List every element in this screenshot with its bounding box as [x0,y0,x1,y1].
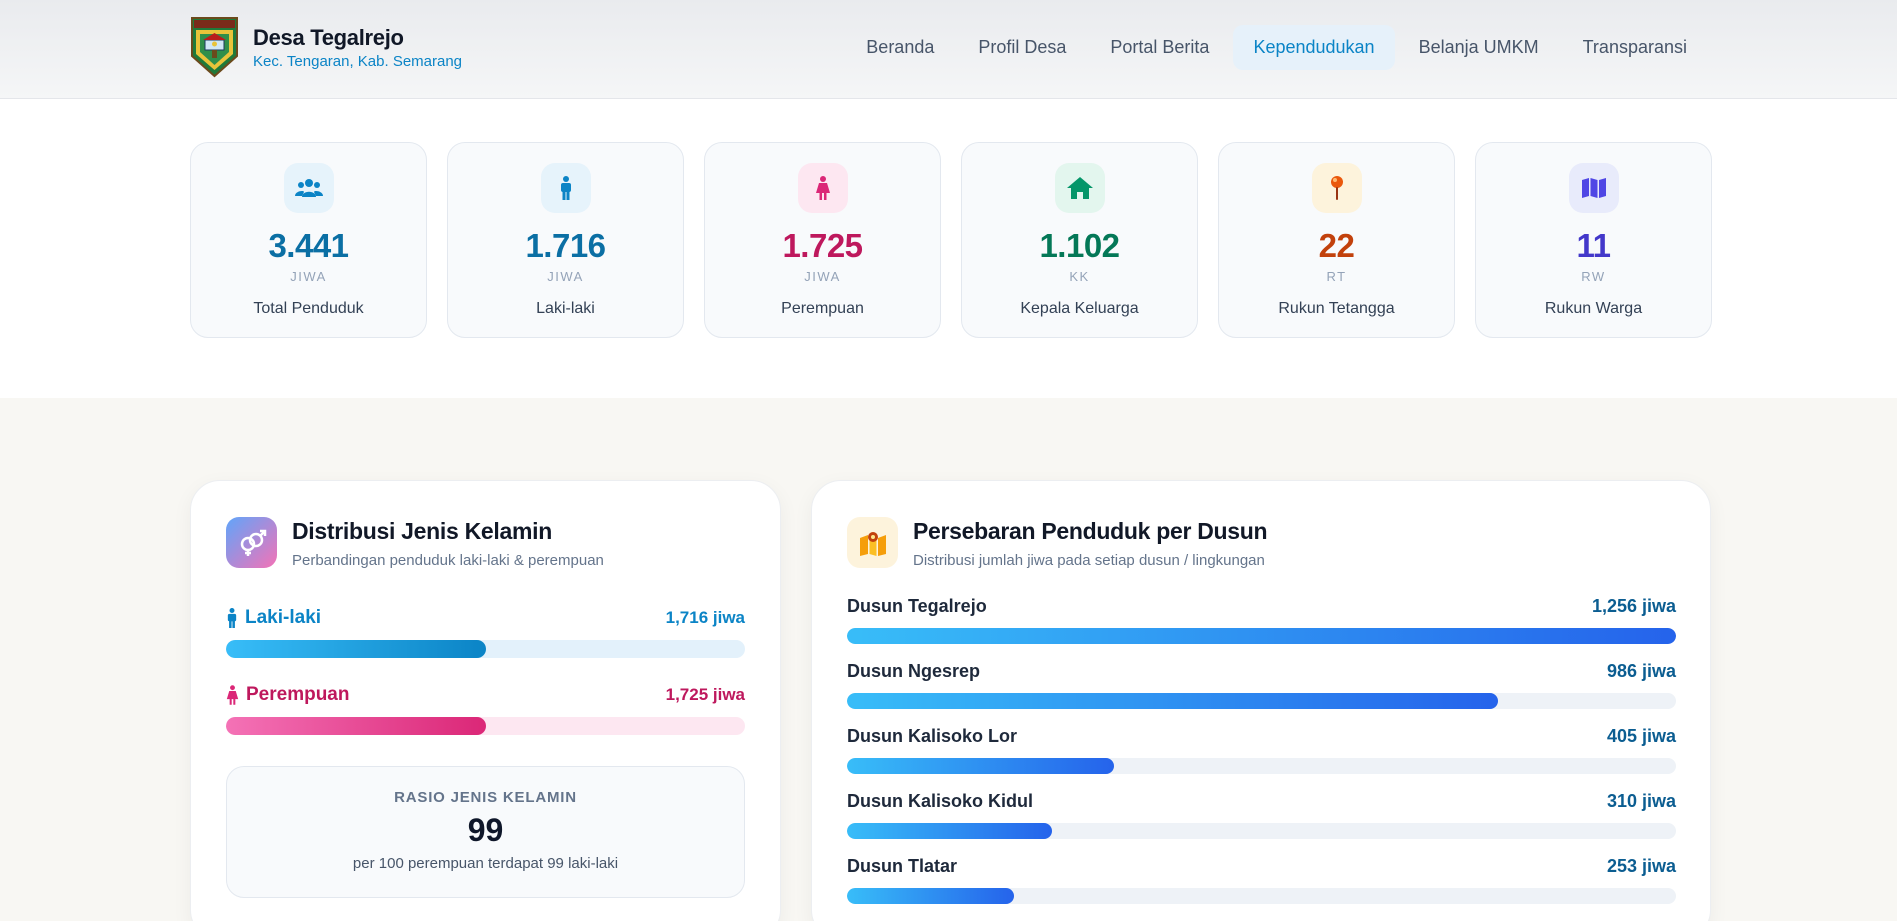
dusun-name: Dusun Kalisoko Lor [847,725,1018,746]
site-title: Desa Tegalrejo [253,24,404,50]
stat-unit: JIWA [547,269,584,284]
gender-icon [226,517,277,568]
stat-value: 1.102 [1039,227,1120,264]
gender-distribution-card: Distribusi Jenis Kelamin Perbandingan pe… [190,480,781,921]
site-subtitle: Kec. Tengaran, Kab. Semarang [253,52,463,70]
gender-row-female: Perempuan 1,725 jiwa [226,683,745,735]
male-icon [227,608,237,628]
dusun-progress-fill [847,693,1498,709]
dusun-progress-track [847,888,1676,904]
dusun-row: Dusun Ngesrep 986 jiwa [847,659,1676,709]
stat-value: 1.716 [525,227,606,264]
dusun-value: 253 jiwa [1606,855,1676,876]
gender-row-male: Laki-laki 1,716 jiwa [226,606,745,658]
gender-value: 1,716 jiwa [665,608,745,627]
map-icon [1568,163,1619,213]
card-subtitle: Distribusi jumlah jiwa pada setiap dusun… [913,552,1265,569]
gender-progress-track [226,640,745,658]
sex-ratio-value: 99 [467,812,504,848]
stat-card-total: 3.441 JIWA Total Penduduk [190,142,427,338]
female-icon [226,685,239,705]
stat-label: Laki-laki [536,300,595,317]
female-icon [797,163,848,213]
nav-kependudukan[interactable]: Kependudukan [1233,25,1395,70]
map-pin-icon [847,517,898,568]
dusun-row: Dusun Tlatar 253 jiwa [847,854,1676,904]
card-header: Persebaran Penduduk per Dusun Distribusi… [847,517,1268,569]
users-icon [283,163,334,213]
card-header: Distribusi Jenis Kelamin Perbandingan pe… [226,517,604,569]
stat-unit: RW [1581,269,1606,284]
gender-progress-fill [226,640,486,658]
nav-profil-desa[interactable]: Profil Desa [978,37,1067,57]
dusun-row: Dusun Tegalrejo 1,256 jiwa [847,594,1676,644]
dusun-distribution-card: Persebaran Penduduk per Dusun Distribusi… [811,480,1711,921]
gender-name: Perempuan [226,684,349,706]
nav-beranda[interactable]: Beranda [866,37,935,57]
stat-label: Perempuan [781,300,864,317]
sex-ratio-box: RASIO JENIS KELAMIN 99 per 100 perempuan… [226,766,745,898]
dusun-value: 1,256 jiwa [1591,595,1676,616]
gender-label: Perempuan [246,684,350,705]
stat-label: Total Penduduk [253,300,364,317]
stat-value: 3.441 [268,227,349,264]
dusun-name: Dusun Ngesrep [847,660,981,681]
stat-label: Rukun Warga [1544,300,1643,317]
dusun-progress-track [847,758,1676,774]
dusun-progress-fill [847,888,1014,904]
gender-progress-fill [226,717,486,735]
dusun-name: Dusun Kalisoko Kidul [847,790,1034,811]
stat-card-rw: 11 RW Rukun Warga [1475,142,1712,338]
stat-unit: JIWA [290,269,327,284]
sex-ratio-note: per 100 perempuan terdapat 99 laki-laki [352,855,619,872]
card-subtitle: Perbandingan penduduk laki-laki & peremp… [292,552,604,569]
stat-card-male: 1.716 JIWA Laki-laki [447,142,684,338]
pin-icon [1311,163,1362,213]
nav-belanja-umkm[interactable]: Belanja UMKM [1418,37,1539,57]
gender-label: Laki-laki [245,607,322,628]
dusun-name: Dusun Tlatar [847,855,958,876]
card-title: Persebaran Penduduk per Dusun [913,518,1268,544]
gender-progress-track [226,717,745,735]
dusun-row: Dusun Kalisoko Lor 405 jiwa [847,724,1676,774]
gender-name: Laki-laki [226,607,321,629]
dusun-progress-track [847,693,1676,709]
dusun-progress-fill [847,628,1676,644]
stat-label: Rukun Tetangga [1278,300,1395,317]
demographics-section: Distribusi Jenis Kelamin Perbandingan pe… [0,398,1897,921]
stat-unit: KK [1069,269,1090,284]
dusun-progress-fill [847,758,1115,774]
sex-ratio-label: RASIO JENIS KELAMIN [394,789,577,806]
dusun-row: Dusun Kalisoko Kidul 310 jiwa [847,789,1676,839]
card-title: Distribusi Jenis Kelamin [292,518,552,544]
male-icon [540,163,591,213]
home-icon [1054,163,1105,213]
brand[interactable]: Desa Tegalrejo Kec. Tengaran, Kab. Semar… [190,16,462,78]
main-nav: Beranda Profil Desa Portal Berita Kepend… [846,25,1707,70]
stat-card-female: 1.725 JIWA Perempuan [704,142,941,338]
stat-card-households: 1.102 KK Kepala Keluarga [961,142,1198,338]
stat-card-rt: 22 RT Rukun Tetangga [1218,142,1455,338]
stat-unit: RT [1326,269,1347,284]
village-emblem-icon [191,17,238,78]
dusun-progress-track [847,823,1676,839]
dusun-progress-track [847,628,1676,644]
dusun-value: 405 jiwa [1606,725,1676,746]
stats-row: 3.441 JIWA Total Penduduk 1.716 JIWA Lak… [190,142,1712,338]
dusun-name: Dusun Tegalrejo [847,595,987,616]
stat-unit: JIWA [804,269,841,284]
dusun-value: 310 jiwa [1606,790,1676,811]
stat-label: Kepala Keluarga [1020,300,1139,317]
nav-transparansi[interactable]: Transparansi [1582,37,1687,57]
site-header: Desa Tegalrejo Kec. Tengaran, Kab. Semar… [0,0,1897,99]
stat-value: 1.725 [782,227,863,264]
stat-value: 22 [1318,227,1355,264]
nav-portal-berita[interactable]: Portal Berita [1110,37,1210,57]
dusun-value: 986 jiwa [1606,660,1676,681]
dusun-progress-fill [847,823,1052,839]
gender-value: 1,725 jiwa [665,685,745,704]
stat-value: 11 [1576,227,1611,264]
